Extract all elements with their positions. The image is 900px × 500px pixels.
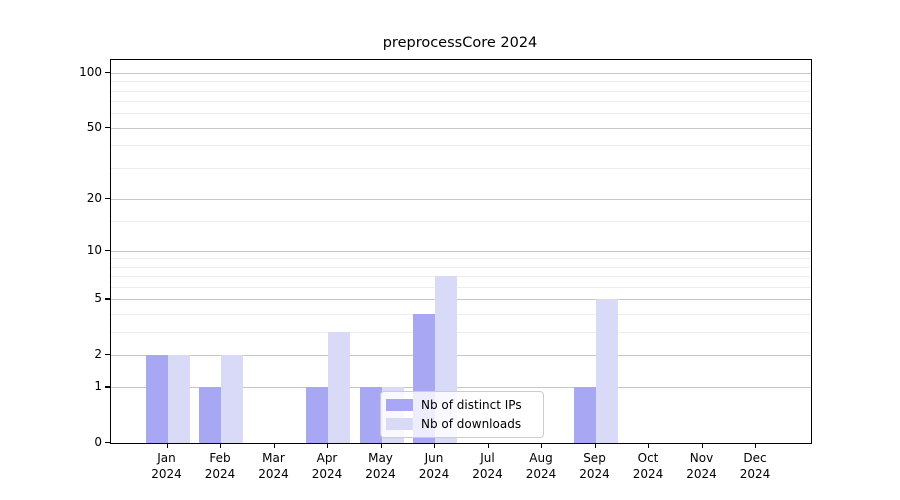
major-gridline — [111, 198, 811, 200]
downloads-swatch-icon — [386, 417, 413, 430]
x-tick-mark — [648, 443, 650, 449]
y-tick-label: 2 — [94, 346, 102, 361]
minor-gridline — [111, 101, 811, 103]
y-tick-mark — [105, 126, 110, 129]
chart-title: preprocessCore 2024 — [382, 35, 538, 51]
x-tick-label: Mar 2024 — [258, 451, 289, 481]
legend-label-distinct-ips: Nb of distinct IPs — [421, 398, 522, 413]
x-tick-label: May 2024 — [365, 451, 396, 481]
y-tick-label: 5 — [94, 291, 102, 306]
minor-gridline — [111, 167, 811, 169]
bar-distinct-ips — [145, 354, 168, 443]
x-tick-mark — [166, 443, 168, 449]
x-tick-label: Jun 2024 — [418, 451, 450, 481]
x-tick-label: Jan 2024 — [151, 451, 182, 481]
minor-gridline — [111, 81, 811, 83]
x-tick-mark — [327, 443, 329, 449]
major-gridline — [111, 387, 811, 389]
legend-item-downloads: Nb of downloads — [386, 415, 537, 432]
x-tick-mark — [541, 443, 543, 449]
x-tick-mark — [594, 443, 596, 449]
x-tick-label: Jul 2024 — [472, 451, 503, 481]
x-tick-mark — [220, 443, 222, 449]
minor-gridline — [111, 276, 811, 278]
x-tick-label: Nov 2024 — [686, 451, 717, 481]
bar-downloads — [221, 354, 243, 443]
major-gridline — [111, 127, 811, 129]
major-gridline — [111, 354, 811, 356]
minor-gridline — [111, 258, 811, 260]
plot-area — [110, 59, 812, 444]
minor-gridline — [111, 220, 811, 222]
minor-gridline — [111, 145, 811, 147]
distinct-ips-swatch-icon — [386, 399, 413, 412]
x-tick-label: Apr 2024 — [311, 451, 343, 481]
x-tick-label: Dec 2024 — [739, 451, 771, 481]
legend: Nb of distinct IPs Nb of downloads — [380, 391, 544, 438]
x-tick-mark — [434, 443, 436, 449]
x-tick-label: Sep 2024 — [579, 451, 610, 481]
y-tick-label: 50 — [86, 119, 102, 134]
bar-distinct-ips — [199, 387, 221, 443]
y-tick-mark — [105, 386, 110, 388]
legend-item-distinct-ips: Nb of distinct IPs — [386, 397, 537, 414]
legend-label-downloads: Nb of downloads — [421, 416, 522, 431]
minor-gridline — [111, 90, 811, 92]
x-tick-mark — [487, 443, 489, 449]
y-tick-mark — [105, 442, 110, 444]
x-tick-label: Feb 2024 — [204, 451, 236, 481]
major-gridline — [111, 72, 811, 74]
bar-distinct-ips — [306, 387, 328, 443]
y-tick-mark — [105, 298, 110, 300]
x-tick-mark — [380, 443, 382, 449]
y-tick-label: 0 — [94, 435, 102, 449]
bar-downloads — [167, 354, 190, 443]
minor-gridline — [111, 286, 811, 288]
minor-gridline — [111, 313, 811, 315]
y-tick-mark — [105, 353, 110, 356]
x-tick-label: Aug 2024 — [525, 451, 557, 481]
bar-distinct-ips — [573, 387, 596, 443]
bar-downloads — [595, 299, 618, 443]
x-tick-label: Oct 2024 — [632, 451, 664, 481]
x-tick-mark — [273, 443, 275, 449]
minor-gridline — [111, 113, 811, 115]
y-tick-mark — [105, 249, 110, 252]
minor-gridline — [111, 266, 811, 268]
y-tick-mark — [105, 197, 110, 200]
y-tick-mark — [105, 71, 110, 74]
y-tick-label: 1 — [94, 379, 102, 394]
y-tick-label: 100 — [79, 64, 102, 79]
bar-distinct-ips — [359, 387, 382, 443]
bar-downloads — [328, 331, 350, 443]
y-tick-label: 10 — [86, 242, 102, 257]
x-tick-mark — [755, 443, 757, 449]
major-gridline — [111, 250, 811, 252]
y-tick-label: 20 — [86, 190, 102, 205]
major-gridline — [111, 299, 811, 301]
x-tick-mark — [701, 443, 703, 449]
minor-gridline — [111, 331, 811, 333]
